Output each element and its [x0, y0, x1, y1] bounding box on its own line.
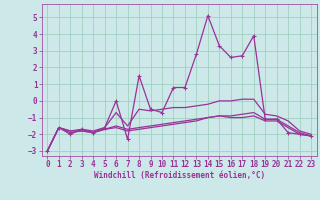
X-axis label: Windchill (Refroidissement éolien,°C): Windchill (Refroidissement éolien,°C): [94, 171, 265, 180]
